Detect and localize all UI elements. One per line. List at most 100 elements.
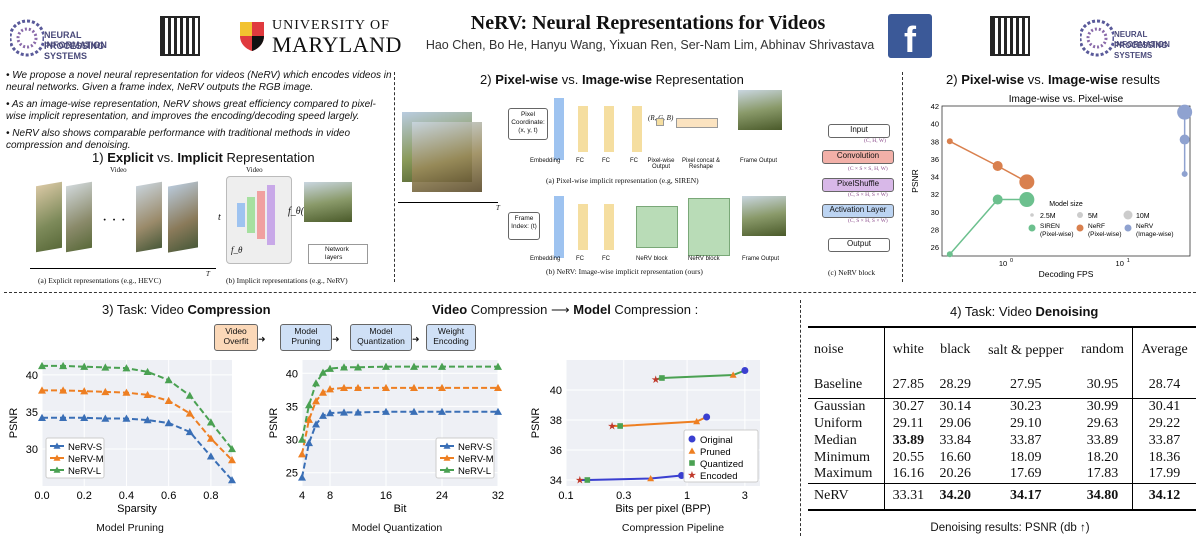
divider-v2	[902, 72, 903, 282]
frames-dots: · · ·	[102, 212, 126, 229]
legend-title: Model size	[1049, 201, 1083, 208]
legend-box	[683, 429, 759, 483]
table-cell: 33.87	[1010, 432, 1042, 448]
input-video-frames	[402, 112, 494, 198]
x-tick-label: 16	[380, 490, 392, 502]
sec1-video-label-2: Video	[246, 166, 263, 174]
data-point	[80, 413, 89, 422]
y-axis-label: PSNR	[910, 169, 920, 193]
table-cell: 28.74	[1131, 372, 1196, 398]
fc-layer	[578, 106, 588, 152]
frame-index-box: Frame Index: (t)	[508, 212, 540, 240]
data-point	[206, 418, 215, 426]
legend-label: NeRV-S	[68, 442, 102, 453]
data-point	[101, 363, 110, 371]
sec3-title: 3) Task: Video Compression	[102, 302, 271, 317]
block-conv: Convolution	[822, 150, 894, 164]
facebook-icon[interactable]: f	[888, 14, 932, 60]
table-cell: 20.26	[939, 466, 971, 482]
data-point	[164, 396, 173, 404]
y-tick-label: 38	[550, 415, 562, 427]
legend-label: 5M	[1088, 213, 1098, 220]
qr-code-left[interactable]	[160, 16, 200, 56]
legend-label: NeRV-L	[68, 466, 101, 477]
legend-marker	[1030, 213, 1034, 217]
data-point	[143, 416, 152, 424]
x-tick-label: 24	[436, 490, 448, 502]
series-line	[42, 389, 233, 461]
data-point	[80, 362, 89, 370]
legend-marker	[443, 466, 451, 473]
denoise-table: noise white black salt & pepper random A…	[808, 328, 1196, 509]
row-label: Minimum	[808, 449, 885, 466]
dim-1: (C, H, W)	[864, 138, 886, 144]
legend-marker	[443, 454, 451, 461]
data-point	[703, 413, 711, 421]
block-pixelshuffle: PixelShuffle	[822, 178, 894, 192]
data-point	[164, 376, 173, 384]
table-cell: 30.41	[1131, 398, 1196, 415]
y-tick-label: 32	[931, 190, 939, 199]
y-tick-label: 42	[931, 102, 939, 111]
legend-label: Encoded	[700, 471, 738, 482]
qr-code-right[interactable]	[990, 16, 1030, 56]
data-point	[729, 371, 737, 378]
step-model-pruning: Model Pruning	[280, 324, 332, 351]
pixel-coord-box: Pixel Coordinate: (x, y, t)	[508, 108, 548, 140]
bullet-2: • As an image-wise representation, NeRV …	[6, 99, 376, 122]
x-axis-label: Sparsity	[117, 503, 157, 515]
data-point	[312, 397, 320, 405]
data-point	[584, 477, 591, 483]
table-cell: 18.20	[1086, 449, 1119, 465]
plot-frame	[941, 105, 1191, 257]
data-point	[59, 386, 68, 394]
table-row: Baseline 27.85 28.29 27.95 30.95 28.74	[808, 372, 1196, 398]
data-point	[494, 383, 502, 392]
data-point	[659, 375, 665, 381]
data-point	[206, 452, 215, 460]
data-point	[38, 386, 46, 394]
table-cell: 34.12	[1131, 483, 1196, 509]
table-cell: 20.55	[892, 449, 925, 465]
data-point	[326, 364, 334, 372]
data-point	[410, 362, 418, 370]
legend-label: Pruned	[700, 447, 731, 458]
sec2-cap-c: (c) NeRV block	[828, 268, 876, 277]
frame-output-image	[742, 196, 786, 236]
legend-label: Quantized	[700, 459, 743, 470]
table-cell: 34.80	[1086, 488, 1119, 504]
y-tick-label: 25	[286, 468, 298, 480]
x-tick-label: 0.6	[161, 490, 176, 502]
nerv-block-diagram: Input (C, H, W) Convolution (C × S × S, …	[818, 116, 900, 262]
data-point	[122, 414, 131, 422]
y-tick-label: 35	[286, 401, 298, 413]
table-cell: 17.99	[1131, 466, 1196, 483]
divider-v1	[394, 72, 395, 282]
table-cell: 18.36	[1131, 449, 1196, 466]
legend-label: (Pixel-wise)	[1040, 231, 1074, 238]
x-tick-label: 0.2	[77, 490, 92, 502]
data-point	[340, 408, 348, 416]
neurips-line2: PROCESSING SYSTEMS	[44, 41, 105, 61]
y-axis-label: PSNR	[8, 408, 20, 439]
table-cell: 27.85	[892, 376, 925, 392]
sec4-title: 4) Task: Video Denoising	[950, 304, 1099, 319]
row-label: Baseline	[808, 372, 885, 398]
table-cell: 34.20	[939, 488, 971, 504]
t-input: t	[218, 212, 221, 223]
data-point	[298, 435, 306, 443]
legend-marker	[1123, 210, 1133, 220]
data-point	[1019, 192, 1035, 208]
data-point	[185, 427, 194, 436]
x-axis-label: Decoding FPS	[1039, 269, 1094, 279]
data-point	[992, 194, 1003, 205]
authors: Hao Chen, Bo He, Hanyu Wang, Yixuan Ren,…	[425, 38, 875, 52]
y-tick-label: 30	[286, 435, 298, 447]
data-point	[143, 390, 152, 399]
y-tick-label: 34	[550, 475, 562, 487]
table-cell: 16.60	[939, 449, 971, 465]
fc-layer	[578, 204, 588, 250]
facebook-glyph: f	[904, 19, 916, 60]
cap-model-pruning: Model Pruning	[96, 522, 164, 534]
data-point	[438, 407, 446, 415]
